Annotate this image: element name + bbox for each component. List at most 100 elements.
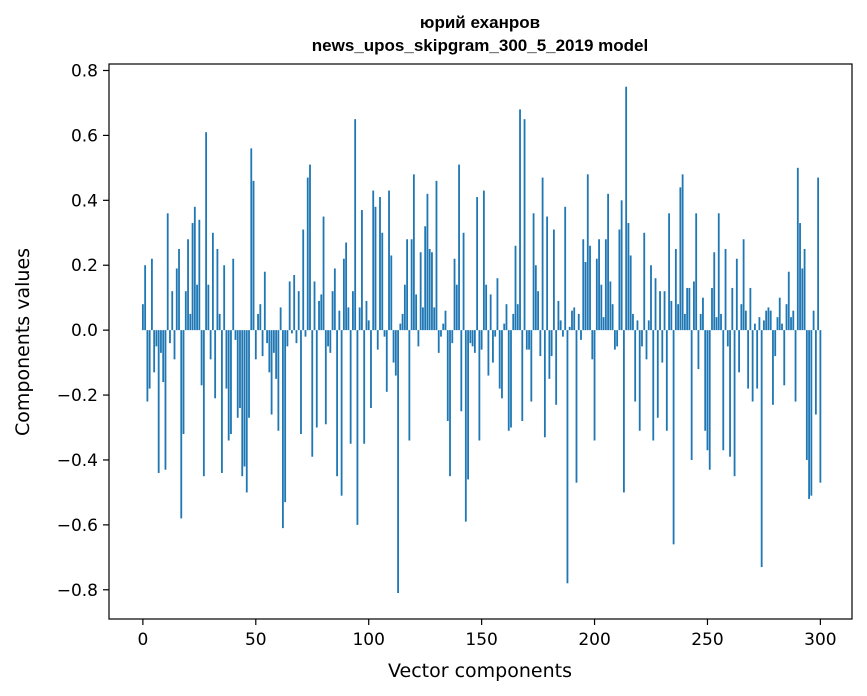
bar [699, 313, 702, 331]
bar [435, 180, 438, 331]
bar [175, 268, 178, 331]
bar [731, 287, 734, 331]
bar [306, 177, 309, 331]
bar [342, 258, 345, 331]
bar [367, 320, 370, 331]
bar [609, 281, 612, 331]
bar [629, 255, 632, 331]
bar [275, 330, 278, 379]
bar [634, 330, 637, 402]
x-tick-label: 250 [691, 630, 723, 650]
bar [613, 330, 616, 350]
bar [742, 239, 745, 331]
bar [254, 330, 257, 360]
bar [347, 307, 350, 331]
bar [512, 313, 515, 331]
bar [514, 245, 517, 331]
bar [722, 330, 725, 451]
bar [336, 330, 338, 477]
bar [792, 310, 795, 331]
bar [769, 310, 772, 331]
bar [683, 313, 686, 331]
bar [408, 330, 411, 441]
bar [774, 330, 777, 357]
bar [537, 291, 539, 331]
bar [814, 330, 817, 415]
bar [331, 291, 334, 331]
bar [272, 330, 275, 353]
bar [636, 320, 639, 331]
bar [286, 330, 289, 347]
bar [573, 307, 576, 331]
bar [473, 330, 476, 353]
bar [711, 287, 713, 331]
bar [178, 249, 180, 331]
bar [627, 223, 630, 331]
bar [218, 313, 221, 331]
bar [390, 255, 393, 331]
bar [785, 304, 788, 331]
bar [451, 330, 454, 344]
bar [729, 330, 731, 457]
bar [361, 210, 363, 331]
bar [320, 294, 323, 331]
bar [230, 330, 232, 434]
bar [232, 258, 235, 331]
bar [620, 200, 623, 331]
bar [796, 167, 799, 331]
bar [794, 330, 797, 402]
bar [469, 330, 472, 344]
bar [202, 330, 205, 477]
bar [650, 265, 652, 331]
bar [568, 326, 571, 331]
bar [182, 330, 185, 434]
bar [765, 310, 768, 331]
y-tick-label: −0.8 [57, 581, 98, 601]
bar [772, 330, 774, 405]
bar [363, 330, 366, 444]
bar [151, 258, 153, 331]
bar [164, 330, 167, 470]
bar [496, 278, 499, 331]
bar [180, 330, 183, 519]
bar [530, 330, 533, 402]
bar [740, 304, 743, 331]
bar [632, 313, 634, 331]
bar [345, 242, 348, 331]
bar [803, 249, 806, 331]
bar [478, 330, 481, 441]
bar [501, 330, 503, 399]
y-tick-label: 0.4 [71, 191, 98, 211]
bar [394, 330, 397, 376]
bar [453, 258, 456, 331]
bar [297, 291, 300, 331]
bar [415, 294, 418, 331]
bar [489, 294, 492, 331]
bar [582, 239, 585, 331]
bar [374, 206, 377, 331]
bar [498, 330, 501, 389]
bar [591, 330, 594, 360]
bar [412, 174, 415, 331]
bar [532, 213, 535, 331]
bar [410, 239, 413, 331]
bar [279, 307, 282, 331]
bar [211, 232, 214, 331]
bar [209, 330, 212, 360]
bar [257, 313, 259, 331]
bar [623, 330, 625, 493]
bar [790, 317, 792, 331]
bar [216, 249, 219, 331]
bar [738, 330, 740, 373]
bar [281, 330, 284, 529]
bar [383, 330, 386, 337]
bar [523, 119, 526, 331]
bar [464, 330, 467, 522]
bar [817, 177, 820, 331]
bar [713, 252, 716, 331]
bar [589, 245, 591, 331]
bar [329, 330, 332, 353]
bar [670, 300, 673, 331]
bar [444, 310, 447, 331]
bar [494, 330, 497, 337]
